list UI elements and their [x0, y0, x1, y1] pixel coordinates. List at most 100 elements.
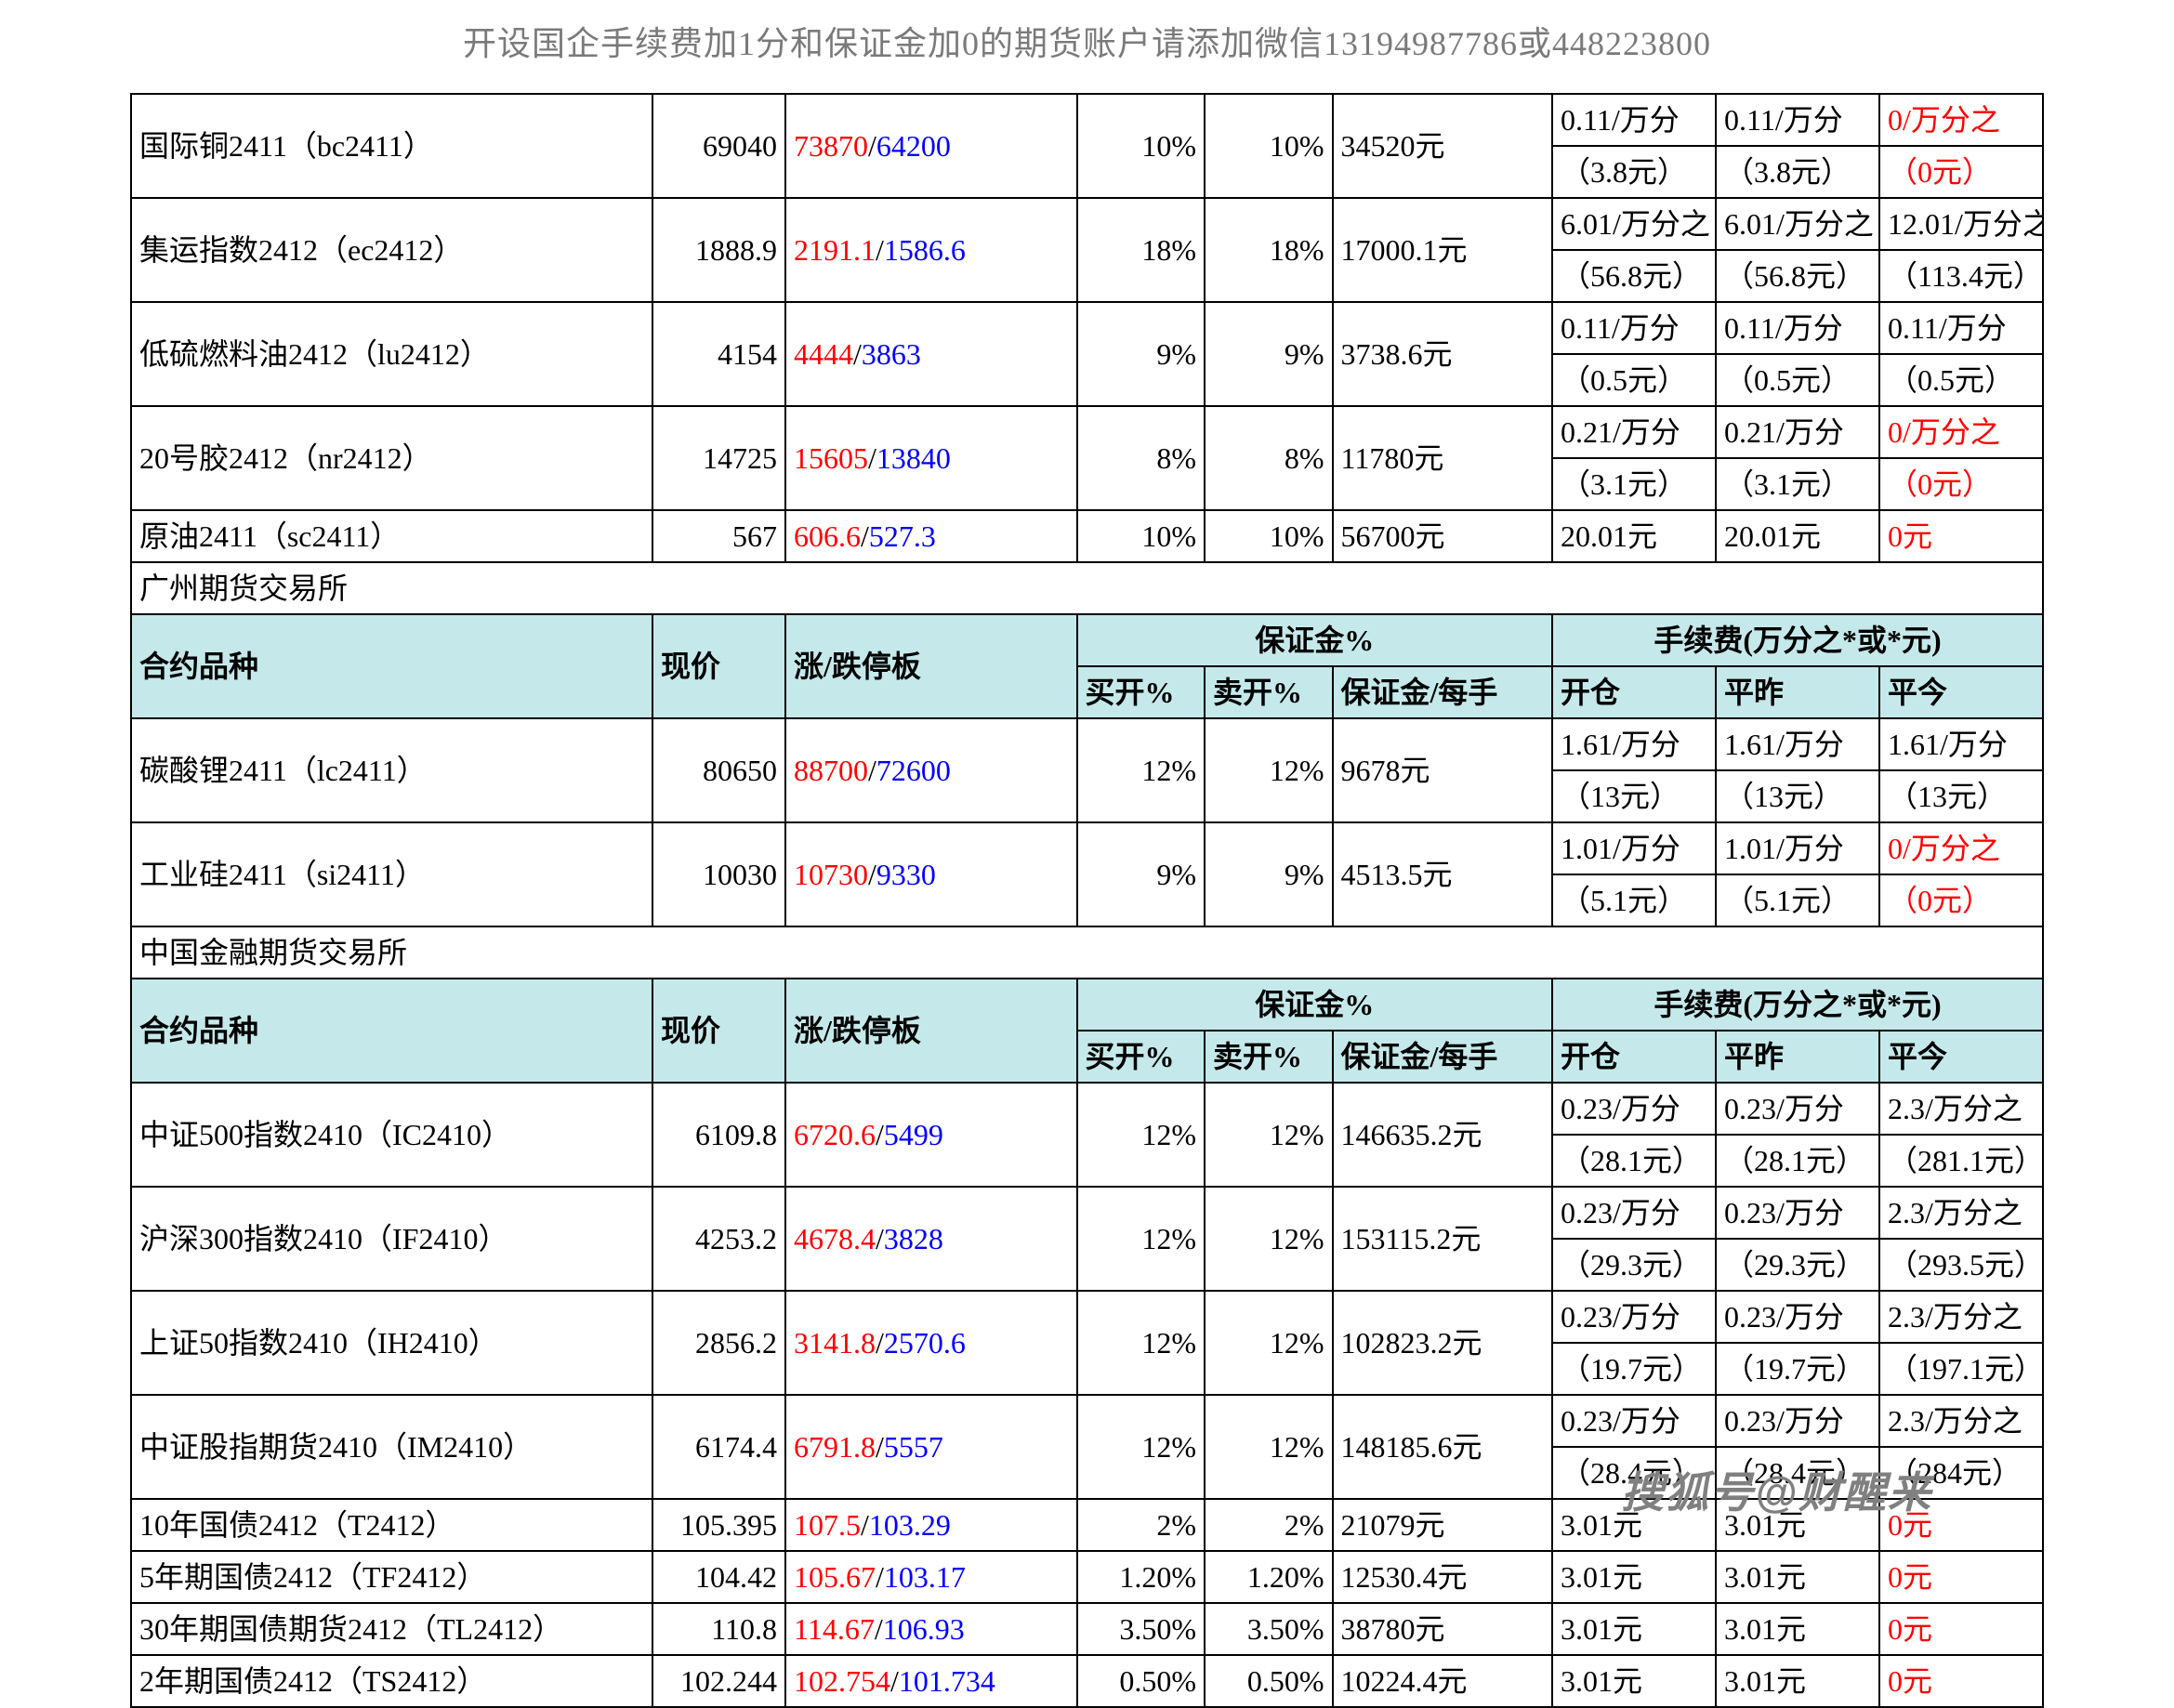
fee-open: 3.01元 [1552, 1551, 1716, 1603]
price: 4253.2 [652, 1187, 785, 1291]
fee-close-y: 0.23/万分 [1716, 1291, 1879, 1343]
margin: 11780元 [1333, 406, 1553, 510]
fee-close-t-yuan: （281.1元） [1879, 1135, 2043, 1187]
fee-open-yuan: （0.5元） [1552, 354, 1716, 406]
fee-close-y: 0.23/万分 [1716, 1395, 1879, 1447]
limits: 4678.4/3828 [785, 1187, 1077, 1291]
contract-name: 30年期国债期货2412（TL2412） [131, 1603, 652, 1655]
margin: 3738.6元 [1333, 302, 1553, 406]
sell-pct: 10% [1205, 510, 1333, 562]
margin: 38780元 [1333, 1603, 1553, 1655]
contract-name: 20号胶2412（nr2412） [131, 406, 652, 510]
fee-close-y-yuan: （3.1元） [1716, 458, 1879, 510]
fee-open: 3.01元 [1552, 1655, 1716, 1707]
sell-pct: 2% [1205, 1499, 1333, 1551]
contract-name: 低硫燃料油2412（lu2412） [131, 302, 652, 406]
fee-close-t: 0元 [1879, 1551, 2043, 1603]
contract-name: 5年期国债2412（TF2412） [131, 1551, 652, 1603]
sell-pct: 12% [1205, 1083, 1333, 1187]
fee-close-y: 6.01/万分之 [1716, 198, 1879, 250]
fee-close-t: 1.61/万分 [1879, 718, 2043, 770]
margin: 56700元 [1333, 510, 1553, 562]
section-title: 广州期货交易所 [131, 562, 2043, 614]
fee-open-yuan: （3.8元） [1552, 146, 1716, 198]
limits: 4444/3863 [785, 302, 1077, 406]
watermark: 搜狐号@财醒来 [1621, 1459, 1932, 1520]
hdr-sell: 卖开% [1205, 1031, 1333, 1083]
fee-close-y-yuan: （13元） [1716, 770, 1879, 822]
contract-name: 上证50指数2410（IH2410） [131, 1291, 652, 1395]
fee-close-t-yuan: （0元） [1879, 874, 2043, 926]
fee-close-y: 1.01/万分 [1716, 822, 1879, 874]
limits: 10730/9330 [785, 822, 1077, 926]
fee-close-y-yuan: （0.5元） [1716, 354, 1879, 406]
fee-close-t: 0/万分之 [1879, 406, 2043, 458]
fee-open-yuan: （28.1元） [1552, 1135, 1716, 1187]
fee-close-y: 0.11/万分 [1716, 302, 1879, 354]
hdr-close-t: 平今 [1879, 1031, 2043, 1083]
margin: 153115.2元 [1333, 1187, 1553, 1291]
fee-close-t: 2.3/万分之 [1879, 1291, 2043, 1343]
fee-close-y: 3.01元 [1716, 1551, 1879, 1603]
fee-close-t: 0元 [1879, 1603, 2043, 1655]
sell-pct: 1.20% [1205, 1551, 1333, 1603]
limits: 6791.8/5557 [785, 1395, 1077, 1499]
contract-name: 中证500指数2410（IC2410） [131, 1083, 652, 1187]
sell-pct: 3.50% [1205, 1603, 1333, 1655]
margin: 34520元 [1333, 94, 1553, 198]
fee-close-t-yuan: （0.5元） [1879, 354, 2043, 406]
margin: 10224.4元 [1333, 1655, 1553, 1707]
buy-pct: 3.50% [1077, 1603, 1206, 1655]
fee-open-yuan: （5.1元） [1552, 874, 1716, 926]
price: 110.8 [652, 1603, 785, 1655]
buy-pct: 18% [1077, 198, 1206, 302]
fee-close-t-yuan: （13元） [1879, 770, 2043, 822]
limits: 15605/13840 [785, 406, 1077, 510]
fee-open-yuan: （3.1元） [1552, 458, 1716, 510]
limits: 73870/64200 [785, 94, 1077, 198]
margin: 148185.6元 [1333, 1395, 1553, 1499]
fee-close-t-yuan: （0元） [1879, 146, 2043, 198]
fee-close-y: 3.01元 [1716, 1603, 1879, 1655]
fee-close-t: 2.3/万分之 [1879, 1395, 2043, 1447]
limits: 606.6/527.3 [785, 510, 1077, 562]
price: 4154 [652, 302, 785, 406]
sell-pct: 0.50% [1205, 1655, 1333, 1707]
fee-close-t-yuan: （293.5元） [1879, 1239, 2043, 1291]
price: 2856.2 [652, 1291, 785, 1395]
hdr-sell: 卖开% [1205, 666, 1333, 718]
buy-pct: 9% [1077, 822, 1206, 926]
price: 80650 [652, 718, 785, 822]
fee-close-y-yuan: （5.1元） [1716, 874, 1879, 926]
buy-pct: 10% [1077, 94, 1206, 198]
fee-open: 1.61/万分 [1552, 718, 1716, 770]
buy-pct: 12% [1077, 1083, 1206, 1187]
hdr-close-y: 平昨 [1716, 666, 1879, 718]
price: 104.42 [652, 1551, 785, 1603]
contract-name: 2年期国债2412（TS2412） [131, 1655, 652, 1707]
fee-open-yuan: （56.8元） [1552, 250, 1716, 302]
margin: 102823.2元 [1333, 1291, 1553, 1395]
sell-pct: 10% [1205, 94, 1333, 198]
hdr-buy: 买开% [1077, 1031, 1206, 1083]
fee-close-t-yuan: （113.4元） [1879, 250, 2043, 302]
fee-close-t: 2.3/万分之 [1879, 1187, 2043, 1239]
fee-close-t: 2.3/万分之 [1879, 1083, 2043, 1135]
buy-pct: 2% [1077, 1499, 1206, 1551]
fee-close-y: 0.21/万分 [1716, 406, 1879, 458]
price: 1888.9 [652, 198, 785, 302]
contract-name: 国际铜2411（bc2411） [131, 94, 652, 198]
margin: 12530.4元 [1333, 1551, 1553, 1603]
sell-pct: 8% [1205, 406, 1333, 510]
sell-pct: 12% [1205, 1395, 1333, 1499]
limits: 6720.6/5499 [785, 1083, 1077, 1187]
contract-name: 10年国债2412（T2412） [131, 1499, 652, 1551]
fee-close-y-yuan: （28.1元） [1716, 1135, 1879, 1187]
fee-close-t: 0/万分之 [1879, 822, 2043, 874]
price: 69040 [652, 94, 785, 198]
limits: 2191.1/1586.6 [785, 198, 1077, 302]
hdr-updown: 涨/跌停板 [785, 614, 1077, 718]
fee-open-yuan: （13元） [1552, 770, 1716, 822]
fee-close-y: 0.23/万分 [1716, 1187, 1879, 1239]
price: 10030 [652, 822, 785, 926]
